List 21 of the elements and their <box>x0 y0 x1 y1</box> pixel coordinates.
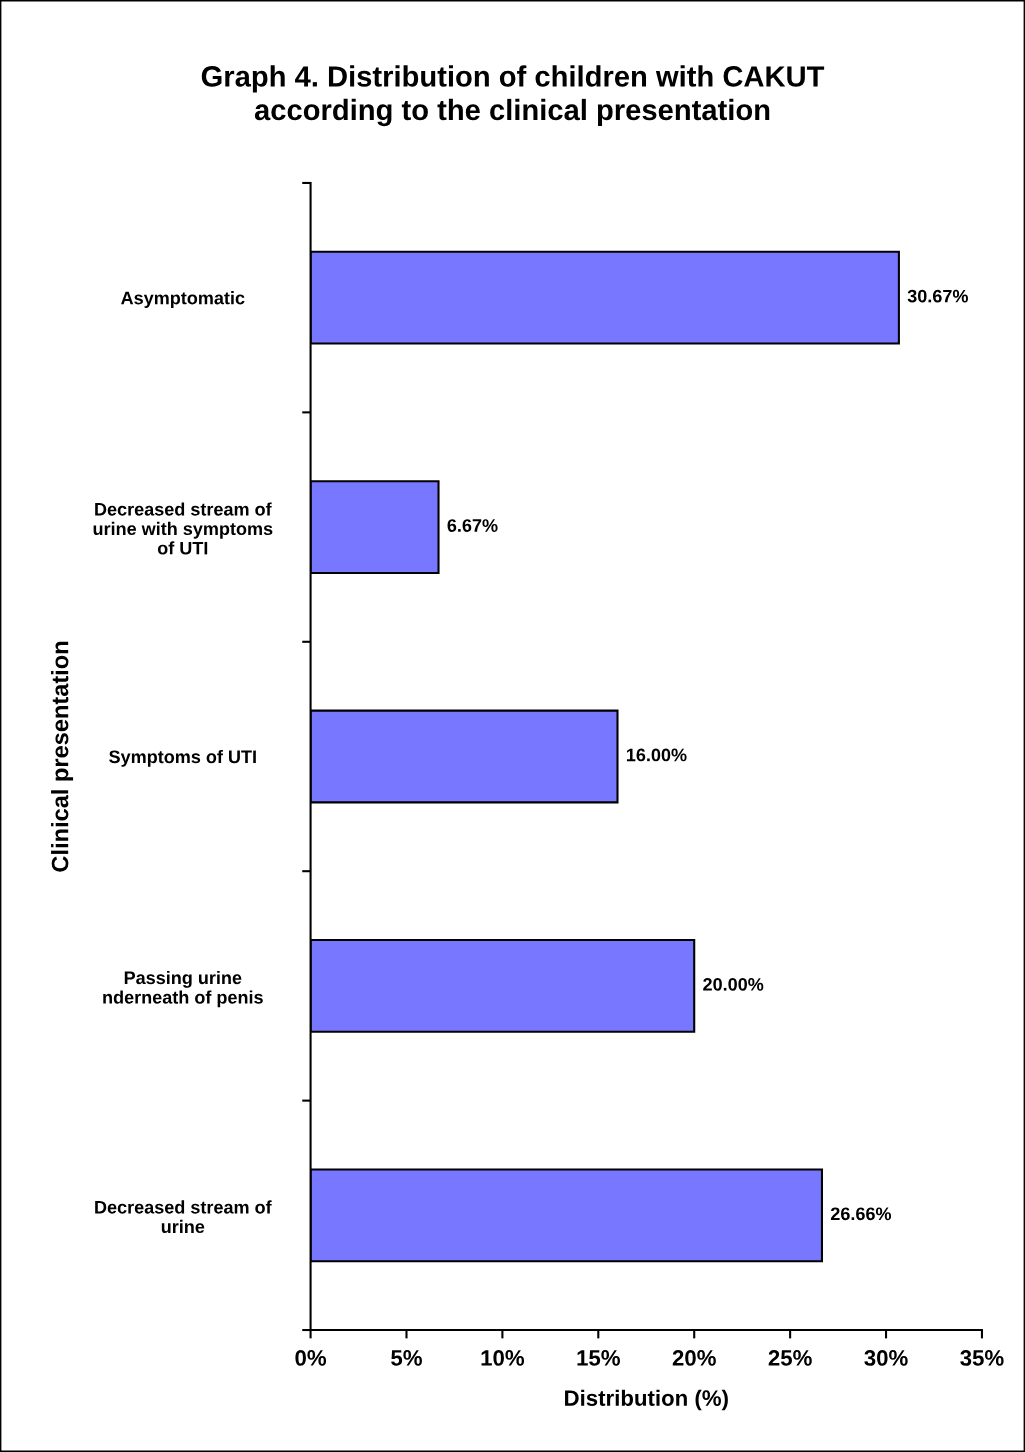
data-label: 26.66% <box>830 1207 892 1221</box>
x-tick-label: 15% <box>577 1350 620 1366</box>
y-tick-label: Decreased stream of urine <box>95 1200 272 1234</box>
data-label: 16.00% <box>626 748 687 762</box>
y-tick-label: Asymptomatic <box>121 291 245 308</box>
x-tick-label: 20% <box>672 1350 716 1366</box>
data-label: 20.00% <box>703 977 764 991</box>
y-tick-label: Passing urine nderneath of penis <box>103 970 263 1008</box>
data-label: 6.67% <box>447 519 498 532</box>
y-tick-label: Decreased stream of urine with symptoms of UTI <box>93 502 273 555</box>
x-tick-label: 35% <box>960 1350 1004 1366</box>
chart-title: Graph 4. Distribution of children with CAKUT according to the clinical presentation <box>201 65 825 127</box>
y-axis-title: Clinical presentation <box>51 641 74 872</box>
x-tick-label: 30% <box>864 1350 908 1366</box>
y-tick-label: Symptoms of UTI <box>109 749 256 767</box>
x-tick-label: 10% <box>481 1350 525 1366</box>
data-label: 30.67% <box>907 289 968 303</box>
x-tick-label: 25% <box>768 1350 812 1366</box>
x-tick-label: 0% <box>295 1350 327 1366</box>
x-tick-label: 5% <box>391 1350 422 1366</box>
x-axis-title: Distribution (%) <box>565 1389 728 1411</box>
